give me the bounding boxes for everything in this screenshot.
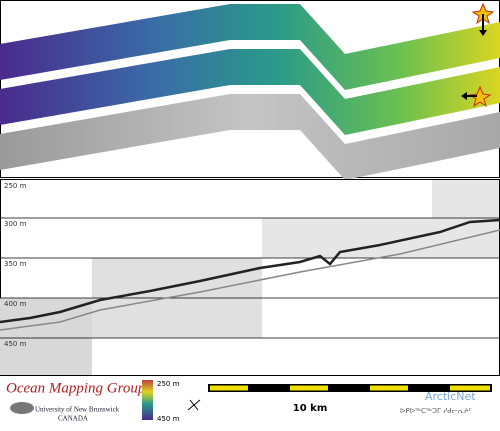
swath-strip <box>0 49 500 135</box>
logo-country: CANADA <box>58 415 88 423</box>
depth-label: 400 m <box>4 300 27 308</box>
seabed-profile <box>0 218 500 324</box>
data-block <box>0 298 92 375</box>
colorbar <box>142 380 153 420</box>
depth-label: 300 m <box>4 220 27 228</box>
partner-name: ArcticNet <box>425 390 476 403</box>
north-arrow <box>187 399 201 411</box>
colorbar-label: 250 m <box>157 380 180 388</box>
scale-bar <box>208 384 492 392</box>
logo-graphic <box>10 402 34 414</box>
depth-label: 350 m <box>4 260 27 268</box>
marker <box>461 85 492 108</box>
colorbar-label: 450 m <box>157 415 180 423</box>
swath-strip <box>0 94 500 180</box>
data-block <box>432 180 499 218</box>
marker <box>471 2 495 36</box>
swath-panel <box>0 0 500 180</box>
scale-label: 10 km <box>293 403 327 414</box>
depth-label: 250 m <box>4 182 27 190</box>
swath-strip <box>0 4 500 90</box>
profile-panel: 250 m 300 m 350 m 400 m 450 m <box>0 179 500 376</box>
logo-title: Ocean Mapping Group <box>6 380 146 396</box>
logo-university: University of New Brunswick <box>35 406 120 414</box>
partner-subtitle: ᐅᑭᐅᖅᑕᖅᑐᒥ ᓯᑯᓕᕆᔨᑦ <box>400 407 471 415</box>
depth-lines <box>0 217 500 339</box>
depth-label: 450 m <box>4 340 27 348</box>
footer: Ocean Mapping Group University of New Br… <box>6 380 492 423</box>
sub-bottom-reflector <box>0 229 500 331</box>
